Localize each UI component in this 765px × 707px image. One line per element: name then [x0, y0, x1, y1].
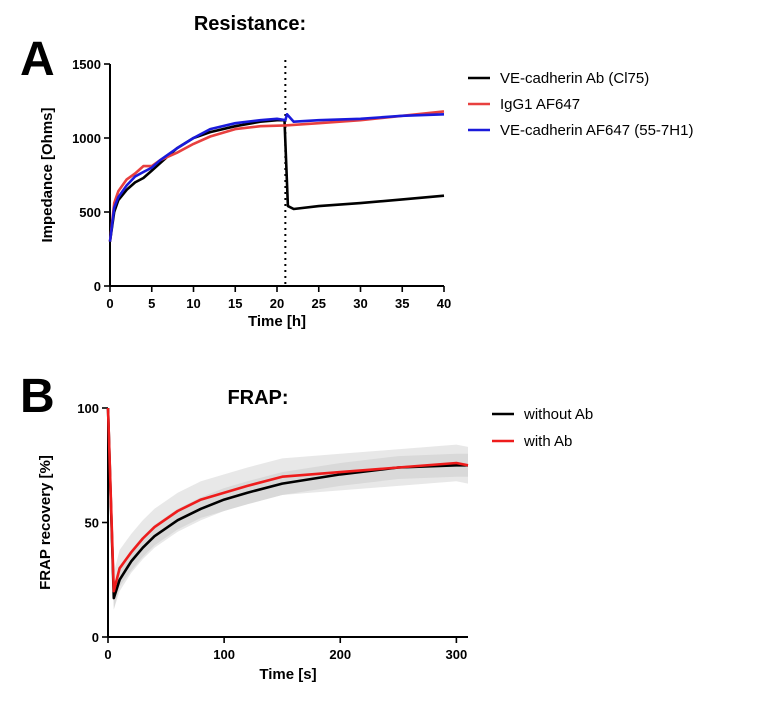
x-tick-label: 30	[353, 296, 367, 311]
chart-b-title: FRAP:	[227, 387, 288, 409]
legend-label: IgG1 AF647	[500, 96, 580, 113]
y-axis-label: FRAP recovery [%]	[37, 455, 54, 590]
chart-a-title: Resistance:	[194, 13, 306, 35]
legend-label: with Ab	[523, 433, 572, 450]
x-tick-label: 0	[106, 296, 113, 311]
series-line-1	[108, 118, 445, 242]
y-tick-label: 500	[79, 205, 101, 220]
y-tick-label: 1000	[72, 131, 101, 146]
error-band-2	[108, 408, 468, 610]
chart-b: 0 50 100 0 100 200 300 FRAP recovery [%] Time [s…	[37, 401, 593, 683]
series-line-1	[106, 407, 468, 600]
x-tick-label: 15	[228, 296, 242, 311]
y-axis-label: Impedance [Ohms]	[39, 107, 56, 242]
legend-label: VE-cadherin AF647 (55-7H1)	[500, 122, 693, 139]
x-tick-label: 100	[213, 647, 235, 662]
x-tick-label: 300	[446, 647, 468, 662]
series-line-2	[108, 110, 445, 242]
y-tick-label: 0	[92, 630, 99, 645]
x-tick-label: 25	[312, 296, 326, 311]
x-tick-label: 35	[395, 296, 409, 311]
series-line-2	[106, 407, 469, 593]
x-axis-label: Time [s]	[259, 666, 316, 683]
y-tick-label: 50	[85, 516, 99, 531]
x-tick-label: 200	[329, 647, 351, 662]
x-tick-label: 10	[186, 296, 200, 311]
y-tick-label: 1500	[72, 57, 101, 72]
y-tick-label: 100	[77, 401, 99, 416]
legend-label: VE-cadherin Ab (Cl75)	[500, 70, 649, 87]
panel-label-a: A	[20, 33, 55, 86]
chart-a: 0 500 1000 1500 0 5 10 15 20 25 30 35 40 Impedance [O…	[39, 57, 693, 330]
y-tick-label: 0	[94, 279, 101, 294]
x-axis-label: Time [h]	[248, 313, 306, 330]
series-line-3	[108, 113, 445, 242]
x-tick-label: 0	[104, 647, 111, 662]
legend-label: without Ab	[523, 406, 593, 423]
x-tick-label: 20	[270, 296, 284, 311]
x-tick-label: 40	[437, 296, 451, 311]
x-tick-label: 5	[148, 296, 155, 311]
panel-label-b: B	[20, 370, 55, 423]
